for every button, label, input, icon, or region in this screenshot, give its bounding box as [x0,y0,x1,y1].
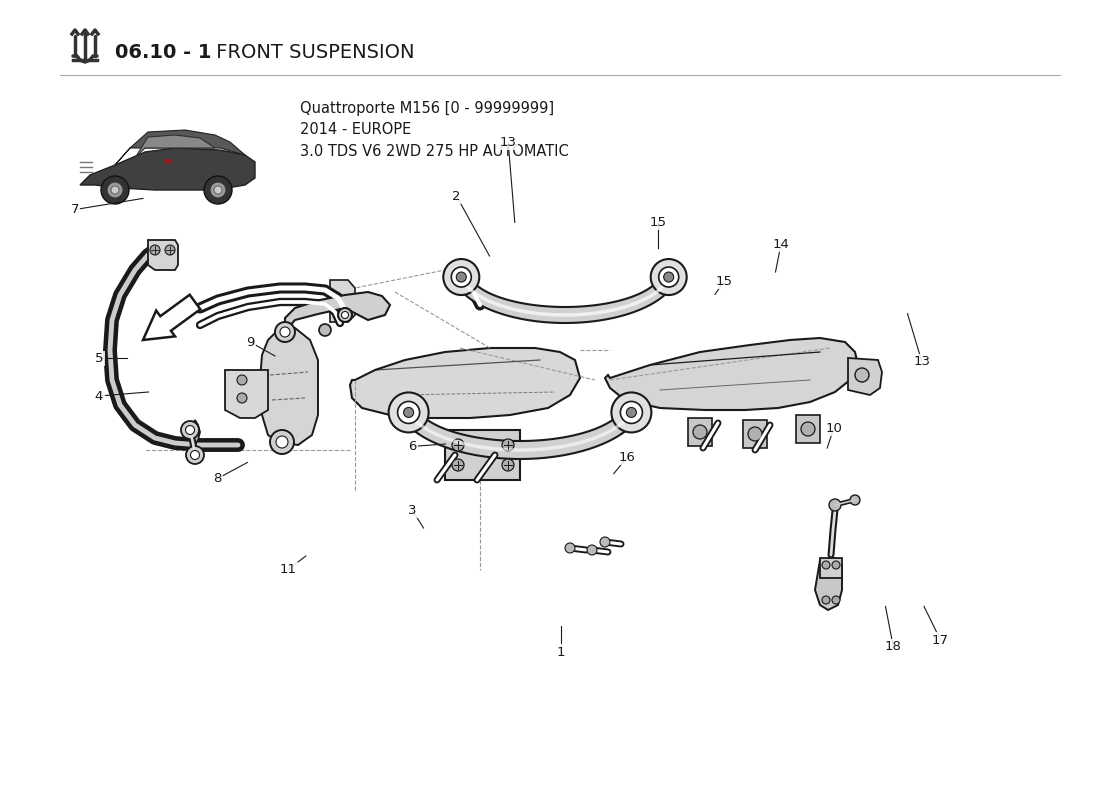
Circle shape [186,446,204,464]
Circle shape [565,543,575,553]
Circle shape [236,393,248,403]
Circle shape [204,176,232,204]
Circle shape [443,259,480,295]
Circle shape [659,267,679,287]
Circle shape [850,495,860,505]
FancyArrow shape [143,294,200,340]
Circle shape [822,596,830,604]
Polygon shape [330,280,355,322]
Polygon shape [605,338,858,410]
Text: 1: 1 [557,646,565,658]
Text: 3.0 TDS V6 2WD 275 HP AUTOMATIC: 3.0 TDS V6 2WD 275 HP AUTOMATIC [300,145,569,159]
Circle shape [341,311,349,318]
Polygon shape [848,358,882,395]
Circle shape [451,267,471,287]
Circle shape [210,182,225,198]
Text: 7: 7 [70,203,79,216]
Text: 15: 15 [649,216,667,229]
Polygon shape [400,410,640,459]
Circle shape [502,439,514,451]
Circle shape [452,459,464,471]
Circle shape [587,545,597,555]
Circle shape [236,375,248,385]
Circle shape [182,421,199,439]
Text: 13: 13 [499,136,517,149]
Circle shape [612,393,651,433]
Circle shape [388,393,429,433]
Text: 17: 17 [932,634,949,646]
Circle shape [190,450,199,459]
Text: 16: 16 [618,451,636,464]
Circle shape [663,272,673,282]
Text: 10: 10 [825,422,843,434]
Polygon shape [796,415,820,443]
Polygon shape [226,370,268,418]
Text: 06.10 - 1: 06.10 - 1 [116,42,211,62]
Circle shape [276,436,288,448]
Text: 2: 2 [452,190,461,202]
Circle shape [801,422,815,436]
Polygon shape [80,148,255,190]
Circle shape [270,430,294,454]
Text: 8: 8 [213,472,222,485]
Circle shape [107,182,123,198]
Polygon shape [446,430,520,480]
Circle shape [397,402,419,423]
Circle shape [832,596,840,604]
Circle shape [456,272,466,282]
Polygon shape [350,348,580,418]
Text: 5: 5 [95,352,103,365]
Polygon shape [742,420,767,448]
Text: 11: 11 [279,563,297,576]
Text: 2014 - EUROPE: 2014 - EUROPE [300,122,411,138]
Text: 3: 3 [408,504,417,517]
Polygon shape [190,420,200,445]
Circle shape [338,308,352,322]
Circle shape [280,327,290,337]
Circle shape [186,426,195,434]
Circle shape [855,368,869,382]
Text: Quattroporte M156 [0 - 99999999]: Quattroporte M156 [0 - 99999999] [300,101,554,115]
Circle shape [620,402,642,423]
Text: 13: 13 [913,355,931,368]
Polygon shape [116,130,245,165]
Text: 4: 4 [95,390,103,402]
Circle shape [165,245,175,255]
Circle shape [693,425,707,439]
Polygon shape [285,292,390,328]
Polygon shape [820,558,842,578]
Circle shape [600,537,610,547]
Circle shape [626,407,637,418]
Circle shape [748,427,762,441]
Polygon shape [453,276,676,323]
Circle shape [111,186,119,194]
Polygon shape [815,558,842,610]
Text: M: M [165,159,172,165]
Text: 14: 14 [772,238,790,250]
Circle shape [452,439,464,451]
Circle shape [214,186,222,194]
Polygon shape [148,240,178,270]
Polygon shape [260,328,318,445]
Circle shape [319,324,331,336]
Circle shape [150,245,160,255]
Text: FRONT SUSPENSION: FRONT SUSPENSION [210,42,415,62]
Circle shape [829,499,842,511]
Circle shape [275,322,295,342]
Text: 9: 9 [246,336,255,349]
Circle shape [651,259,686,295]
Text: 18: 18 [884,640,902,653]
Polygon shape [135,135,214,158]
Text: 15: 15 [715,275,733,288]
Circle shape [502,459,514,471]
Circle shape [404,407,414,418]
Circle shape [822,561,830,569]
Text: 6: 6 [408,440,417,453]
Circle shape [832,561,840,569]
Polygon shape [688,418,712,446]
Circle shape [101,176,129,204]
